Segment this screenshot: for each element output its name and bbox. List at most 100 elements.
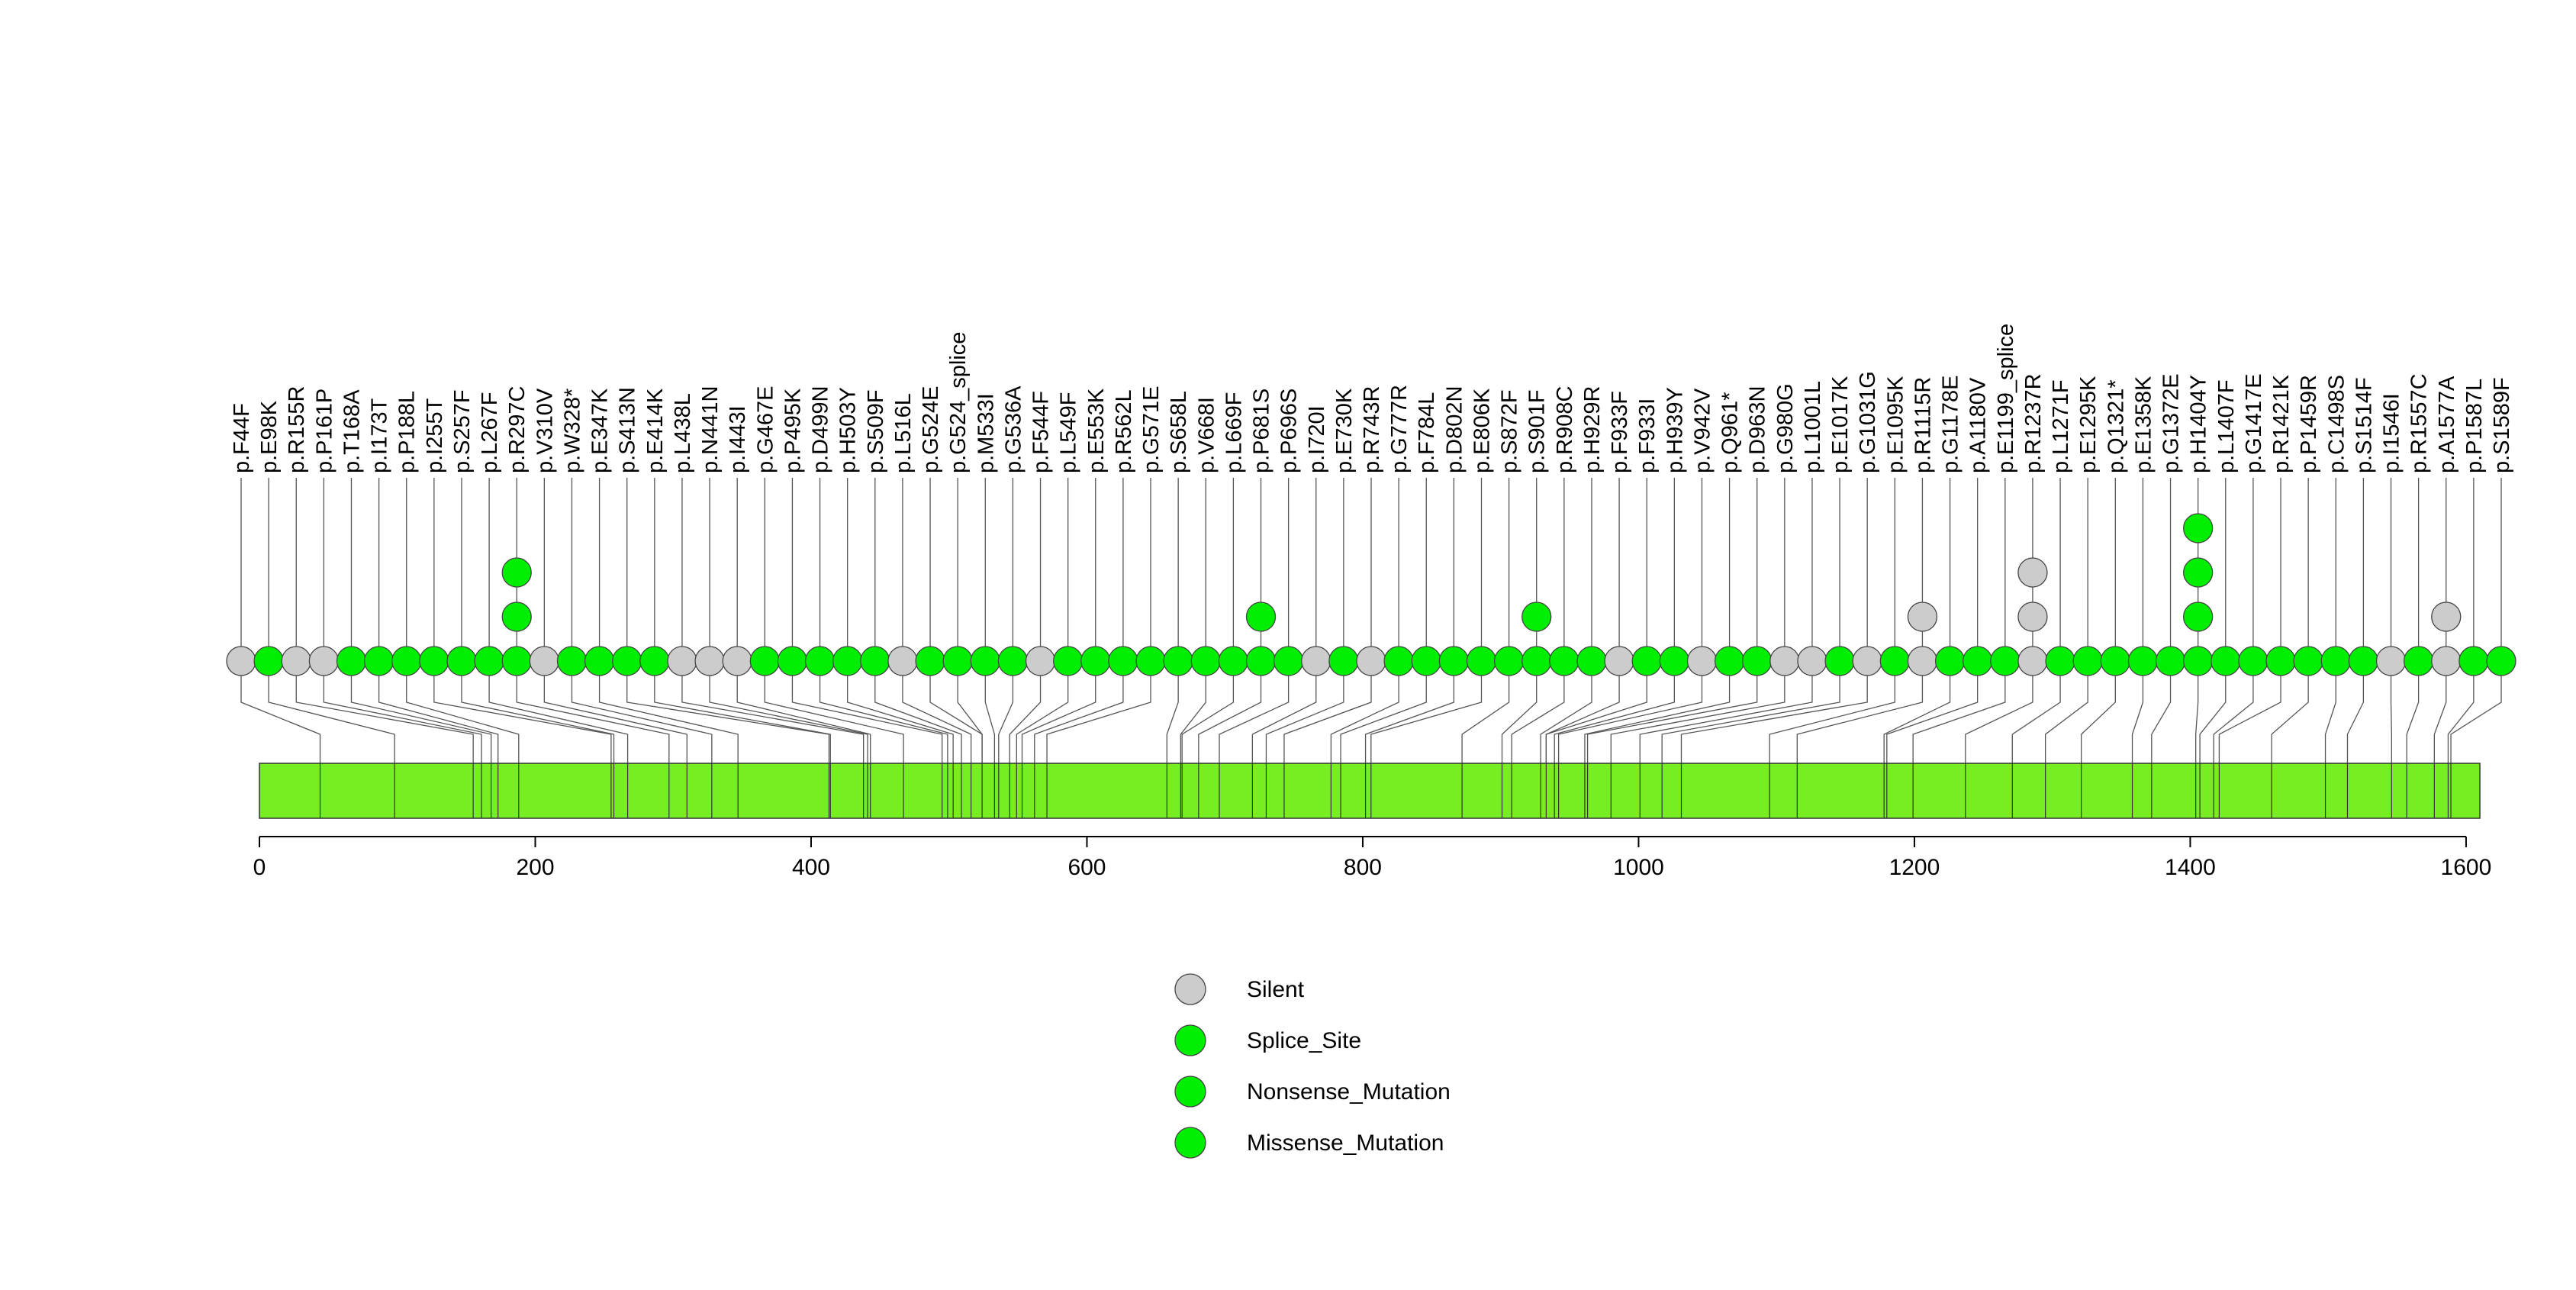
mutation-marker[interactable] <box>2211 646 2241 676</box>
mutation-label: p.G524_splice <box>946 332 971 473</box>
silent-marker[interactable] <box>2017 646 2048 676</box>
mutation-marker[interactable] <box>997 646 1029 676</box>
mutation-marker[interactable] <box>2045 646 2075 676</box>
mutation-marker[interactable] <box>2265 646 2296 676</box>
mutation-marker[interactable] <box>2072 646 2103 676</box>
silent-marker[interactable] <box>226 646 256 676</box>
mutation-marker[interactable] <box>2183 557 2214 588</box>
mutation-marker[interactable] <box>253 646 284 676</box>
mutation-marker[interactable] <box>1328 646 1359 676</box>
mutation-marker[interactable] <box>1990 646 2021 676</box>
mutation-marker[interactable] <box>804 646 836 676</box>
mutation-marker[interactable] <box>391 646 422 676</box>
silent-marker[interactable] <box>1769 646 1800 676</box>
mutation-marker[interactable] <box>1521 646 1552 676</box>
silent-marker[interactable] <box>1604 646 1634 676</box>
mutation-marker[interactable] <box>2486 646 2516 676</box>
mutation-marker[interactable] <box>1742 646 1773 676</box>
silent-marker[interactable] <box>1907 646 1938 676</box>
mutation-connector <box>1046 661 1151 763</box>
mutation-marker[interactable] <box>556 646 588 676</box>
mutation-marker[interactable] <box>1659 646 1689 676</box>
mutation-marker[interactable] <box>2127 646 2159 676</box>
silent-marker[interactable] <box>281 646 311 676</box>
silent-marker[interactable] <box>1907 601 1938 632</box>
mutation-marker[interactable] <box>1245 601 1277 632</box>
mutation-marker[interactable] <box>1879 646 1910 676</box>
mutation-marker[interactable] <box>1493 646 1525 676</box>
mutation-marker[interactable] <box>2458 646 2489 676</box>
mutation-marker[interactable] <box>777 646 808 676</box>
mutation-marker[interactable] <box>2183 513 2214 543</box>
mutation-marker[interactable] <box>1080 646 1111 676</box>
silent-marker[interactable] <box>2375 646 2407 676</box>
mutation-marker[interactable] <box>1576 646 1607 676</box>
mutation-marker[interactable] <box>501 557 532 588</box>
mutation-marker[interactable] <box>2183 601 2214 632</box>
mutation-marker[interactable] <box>2348 646 2379 676</box>
mutation-marker[interactable] <box>915 646 945 676</box>
silent-marker[interactable] <box>667 646 697 676</box>
silent-marker[interactable] <box>694 646 725 676</box>
silent-marker[interactable] <box>1301 646 1331 676</box>
mutation-marker[interactable] <box>1411 646 1441 676</box>
silent-marker[interactable] <box>2017 557 2048 588</box>
mutation-marker[interactable] <box>2100 646 2130 676</box>
mutation-marker[interactable] <box>2238 646 2268 676</box>
mutation-marker[interactable] <box>2155 646 2186 676</box>
silent-marker[interactable] <box>1356 646 1386 676</box>
mutation-label: p.F784L <box>1415 392 1439 473</box>
silent-marker[interactable] <box>887 646 918 676</box>
mutation-marker[interactable] <box>1438 646 1470 676</box>
mutation-marker[interactable] <box>1135 646 1166 676</box>
mutation-marker[interactable] <box>336 646 367 676</box>
silent-marker[interactable] <box>2431 646 2462 676</box>
mutation-marker[interactable] <box>1273 646 1304 676</box>
mutation-marker[interactable] <box>363 646 394 676</box>
mutation-marker[interactable] <box>860 646 890 676</box>
silent-marker[interactable] <box>2431 601 2462 632</box>
mutation-marker[interactable] <box>1934 646 1966 676</box>
mutation-marker[interactable] <box>2183 646 2214 676</box>
mutation-marker[interactable] <box>2293 646 2323 676</box>
mutation-marker[interactable] <box>1163 646 1193 676</box>
silent-marker[interactable] <box>2017 601 2048 632</box>
mutation-marker[interactable] <box>639 646 670 676</box>
mutation-marker[interactable] <box>1218 646 1249 676</box>
mutation-marker[interactable] <box>1108 646 1138 676</box>
mutation-marker[interactable] <box>832 646 863 676</box>
mutation-marker[interactable] <box>1466 646 1497 676</box>
mutation-marker[interactable] <box>474 646 504 676</box>
mutation-marker[interactable] <box>2403 646 2434 676</box>
silent-marker[interactable] <box>1797 646 1827 676</box>
mutation-marker[interactable] <box>446 646 477 676</box>
silent-marker[interactable] <box>308 646 340 676</box>
silent-marker[interactable] <box>1025 646 1056 676</box>
mutation-marker[interactable] <box>1245 646 1277 676</box>
mutation-marker[interactable] <box>1190 646 1221 676</box>
silent-marker[interactable] <box>1686 646 1718 676</box>
silent-marker[interactable] <box>529 646 559 676</box>
mutation-marker[interactable] <box>1383 646 1414 676</box>
mutation-marker[interactable] <box>1053 646 1084 676</box>
mutation-marker[interactable] <box>612 646 642 676</box>
silent-marker[interactable] <box>1852 646 1882 676</box>
mutation-marker[interactable] <box>501 646 532 676</box>
mutation-label: p.S901F <box>1525 389 1550 473</box>
legend-swatch <box>1174 1024 1206 1056</box>
silent-marker[interactable] <box>722 646 752 676</box>
mutation-marker[interactable] <box>749 646 780 676</box>
mutation-marker[interactable] <box>1549 646 1579 676</box>
mutation-marker[interactable] <box>2320 646 2351 676</box>
mutation-marker[interactable] <box>1824 646 1855 676</box>
mutation-marker[interactable] <box>1714 646 1745 676</box>
mutation-marker[interactable] <box>942 646 973 676</box>
mutation-marker[interactable] <box>419 646 449 676</box>
mutation-marker[interactable] <box>970 646 1000 676</box>
mutation-marker[interactable] <box>1631 646 1662 676</box>
mutation-marker[interactable] <box>1963 646 1993 676</box>
mutation-connector <box>1883 661 1951 763</box>
mutation-marker[interactable] <box>584 646 615 676</box>
mutation-marker[interactable] <box>501 601 532 632</box>
mutation-marker[interactable] <box>1521 601 1552 632</box>
